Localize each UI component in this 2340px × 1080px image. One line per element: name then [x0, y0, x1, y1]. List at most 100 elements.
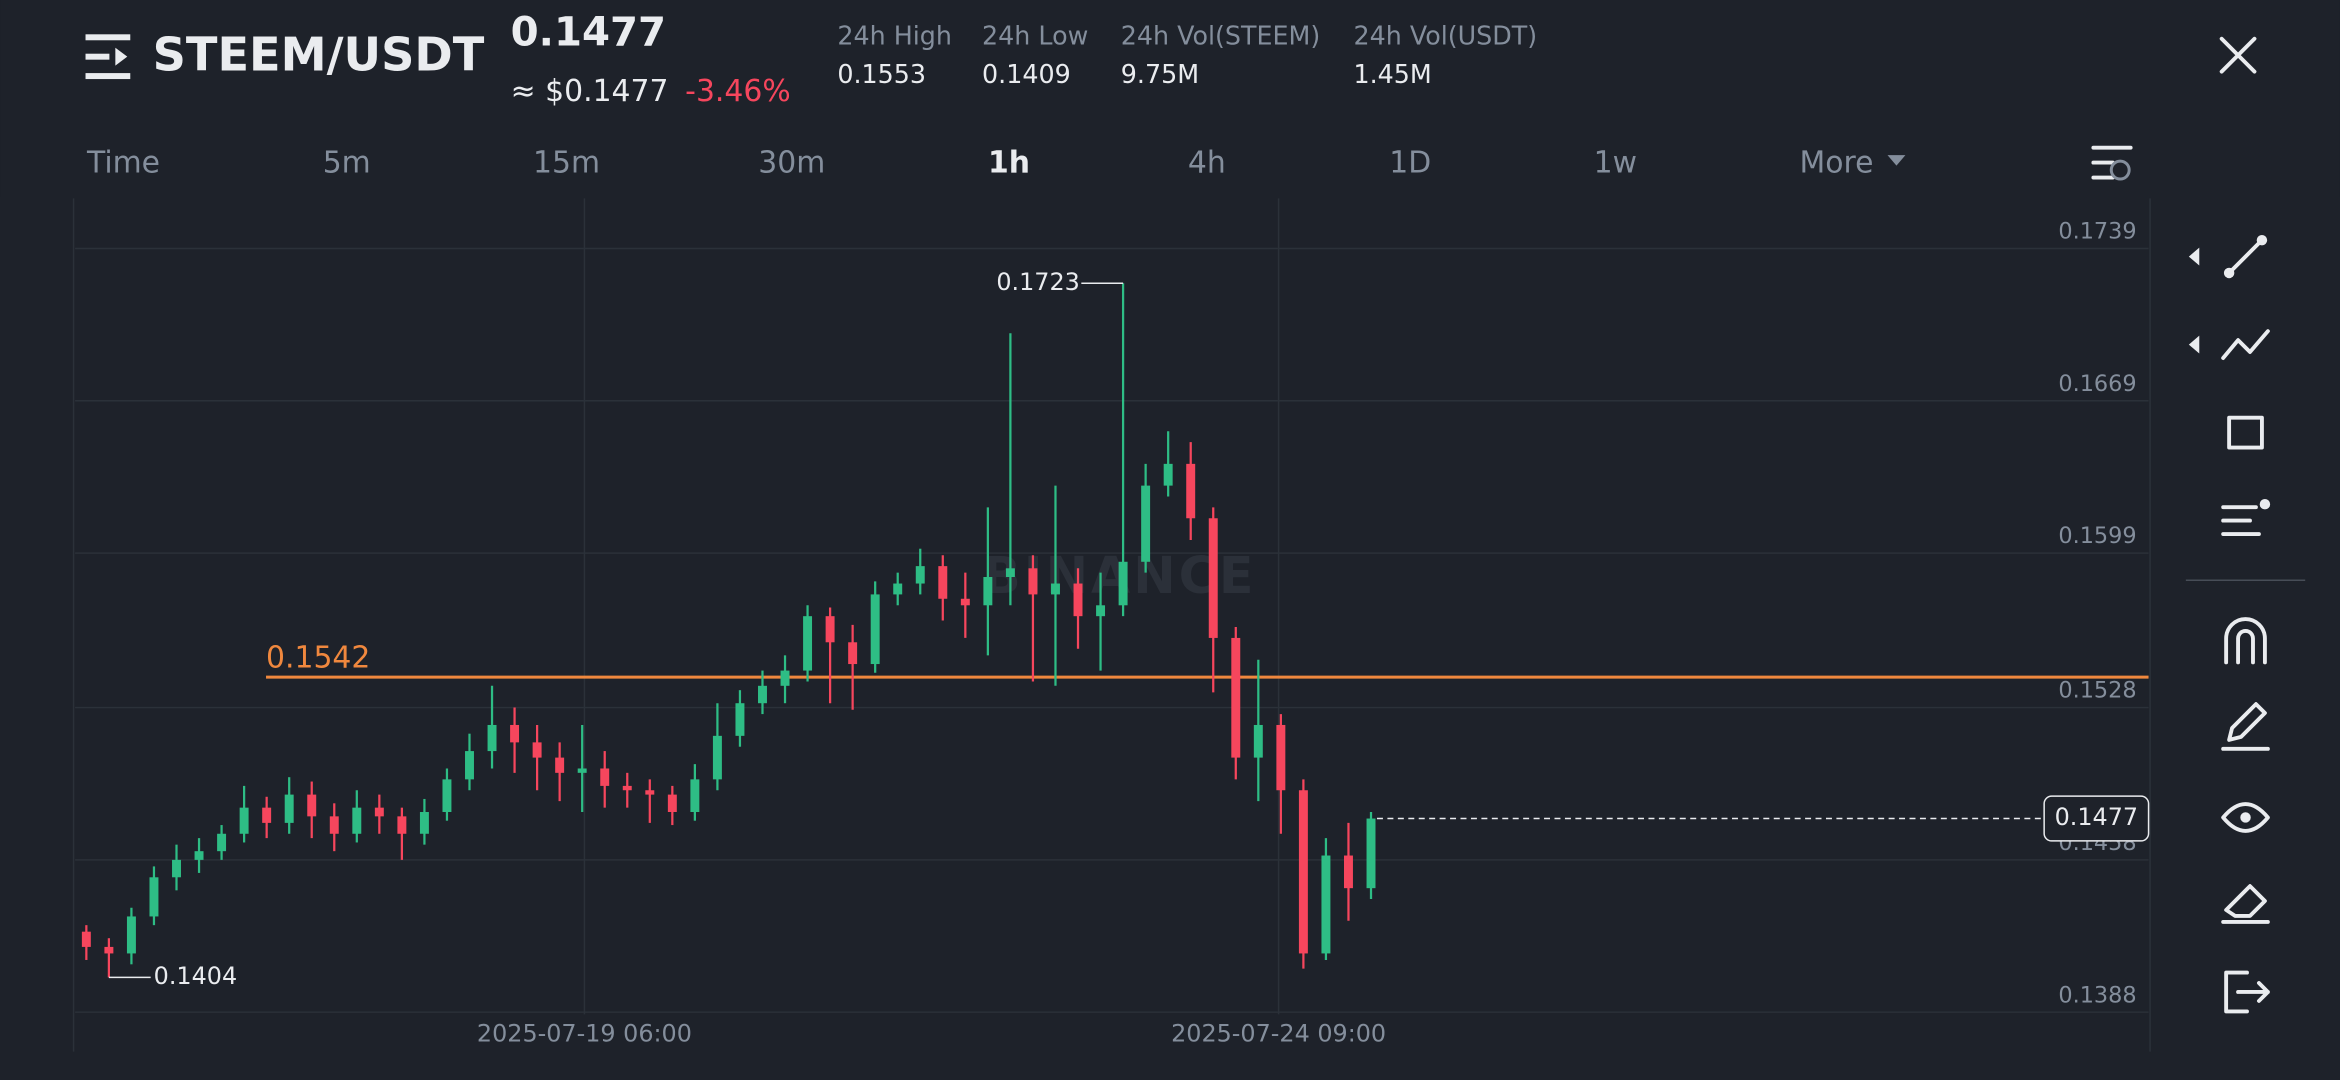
chart-settings-icon[interactable] [2091, 145, 2133, 181]
candle-body [1231, 637, 1241, 758]
pair-title[interactable]: STEEM/USDT [153, 28, 485, 82]
tool-icon [2227, 415, 2264, 450]
stat-value: 9.75M [1121, 59, 1199, 89]
rectangle-tool[interactable] [2227, 415, 2264, 450]
y-tick-label: 0.1599 [2058, 523, 2136, 549]
eraser-tool[interactable] [2221, 884, 2270, 924]
toolbar [2185, 234, 2306, 1014]
last-price: 0.1477 [511, 9, 666, 55]
tool-icon [2221, 505, 2261, 536]
settings-gear [2109, 159, 2131, 181]
exit-tool[interactable] [2224, 970, 2270, 1014]
trend-line-tool[interactable] [2223, 234, 2268, 279]
dropdown-arrow[interactable] [1887, 155, 1906, 166]
stat-label: 24h High [837, 20, 952, 50]
settings-lines [2091, 145, 2133, 180]
tool-icon [2224, 970, 2270, 1014]
timeframe-tab[interactable]: 1h [988, 146, 1030, 181]
tool-icon [2221, 329, 2270, 360]
candle-body [938, 566, 948, 599]
magnet-tool[interactable] [2224, 617, 2267, 665]
timeframe-tab[interactable]: 1w [1594, 146, 1637, 181]
price-line-label: 0.1542 [266, 641, 370, 676]
timeframe-tab[interactable]: 4h [1188, 146, 1226, 181]
candle-body [194, 851, 204, 860]
price-change: -3.46% [685, 74, 791, 109]
candle-body [329, 816, 339, 834]
draw-tool[interactable] [2221, 702, 2270, 751]
candle-body [690, 779, 700, 813]
candle-body [172, 859, 181, 878]
tool-dot [2259, 498, 2271, 510]
candle-body [780, 670, 790, 686]
timeframe-tab[interactable]: 5m [323, 146, 371, 181]
candle-body [239, 807, 249, 834]
watermark: BINANCE [982, 546, 1256, 605]
candle-body [1005, 568, 1015, 578]
timeframe-tab[interactable]: 15m [533, 146, 600, 181]
candle-body [104, 946, 114, 954]
candle-body [893, 583, 903, 595]
timeframe-tab[interactable]: Time [86, 146, 160, 181]
candle-body [1073, 583, 1083, 617]
candle-body [1096, 605, 1106, 617]
candle-body [217, 833, 227, 852]
candle-body [915, 566, 925, 584]
candle-body [397, 816, 407, 834]
candle-body [983, 577, 993, 606]
fib-tool[interactable] [2221, 329, 2270, 360]
tool-icon [2221, 802, 2270, 833]
chart: BINANCE0.13880.14580.15280.15990.16690.1… [75, 198, 2150, 1048]
candle-body [510, 724, 520, 743]
last-price-box [2043, 795, 2150, 842]
stats: 24h High 0.1553 24h Low 0.1409 24h Vol(STEEM… [837, 20, 1537, 89]
candle-body [600, 768, 610, 786]
text-tool[interactable] [2221, 498, 2271, 536]
close-button[interactable] [2219, 36, 2257, 74]
candle-body [803, 616, 813, 671]
candle-body [712, 735, 722, 780]
usd-price: ≈ $0.1477 [511, 74, 669, 109]
candle-body [870, 594, 880, 665]
expand-arrow[interactable] [2188, 247, 2200, 266]
stat-value: 1.45M [1353, 59, 1431, 89]
menu-bar [85, 34, 131, 41]
candle-body [1163, 463, 1173, 486]
candle-body [1343, 855, 1353, 889]
tool-icon [2224, 617, 2267, 665]
candle-body [1298, 790, 1308, 954]
candle-body [149, 877, 159, 917]
candle-body [1253, 724, 1263, 758]
stat-value: 0.1409 [982, 59, 1071, 89]
candle-body [1028, 568, 1038, 595]
candle-body [645, 790, 655, 795]
candle-body [1276, 724, 1286, 791]
tool-dot [2223, 267, 2235, 279]
header-bg [0, 0, 2340, 197]
timeframe-tab[interactable]: 1D [1389, 146, 1431, 181]
visibility-tool[interactable] [2221, 802, 2270, 833]
expand-arrow[interactable] [2188, 335, 2200, 354]
close-icon [2219, 36, 2257, 74]
candle-body [1141, 485, 1151, 562]
candle-body [532, 742, 542, 758]
menu-arrow [115, 47, 128, 66]
candle-body [735, 703, 745, 736]
candle-body [1118, 561, 1128, 606]
candle-body [667, 794, 677, 813]
y-tick-label: 0.1739 [2058, 219, 2136, 245]
timeframe-tab[interactable]: More [1800, 146, 1874, 181]
menu-icon[interactable] [85, 34, 131, 80]
candle-body [126, 916, 136, 954]
min-marker-label: 0.1404 [154, 962, 238, 990]
candle-body [487, 724, 497, 752]
stat-label: 24h Low [982, 20, 1088, 50]
candle-body [1208, 518, 1218, 638]
candle-body [1321, 855, 1331, 954]
candle-body [555, 757, 565, 773]
timeframe-tab[interactable]: 30m [758, 146, 825, 181]
candle-body [577, 768, 587, 773]
x-tick-label: 2025-07-19 06:00 [477, 1020, 692, 1048]
candle-body [1186, 463, 1196, 519]
